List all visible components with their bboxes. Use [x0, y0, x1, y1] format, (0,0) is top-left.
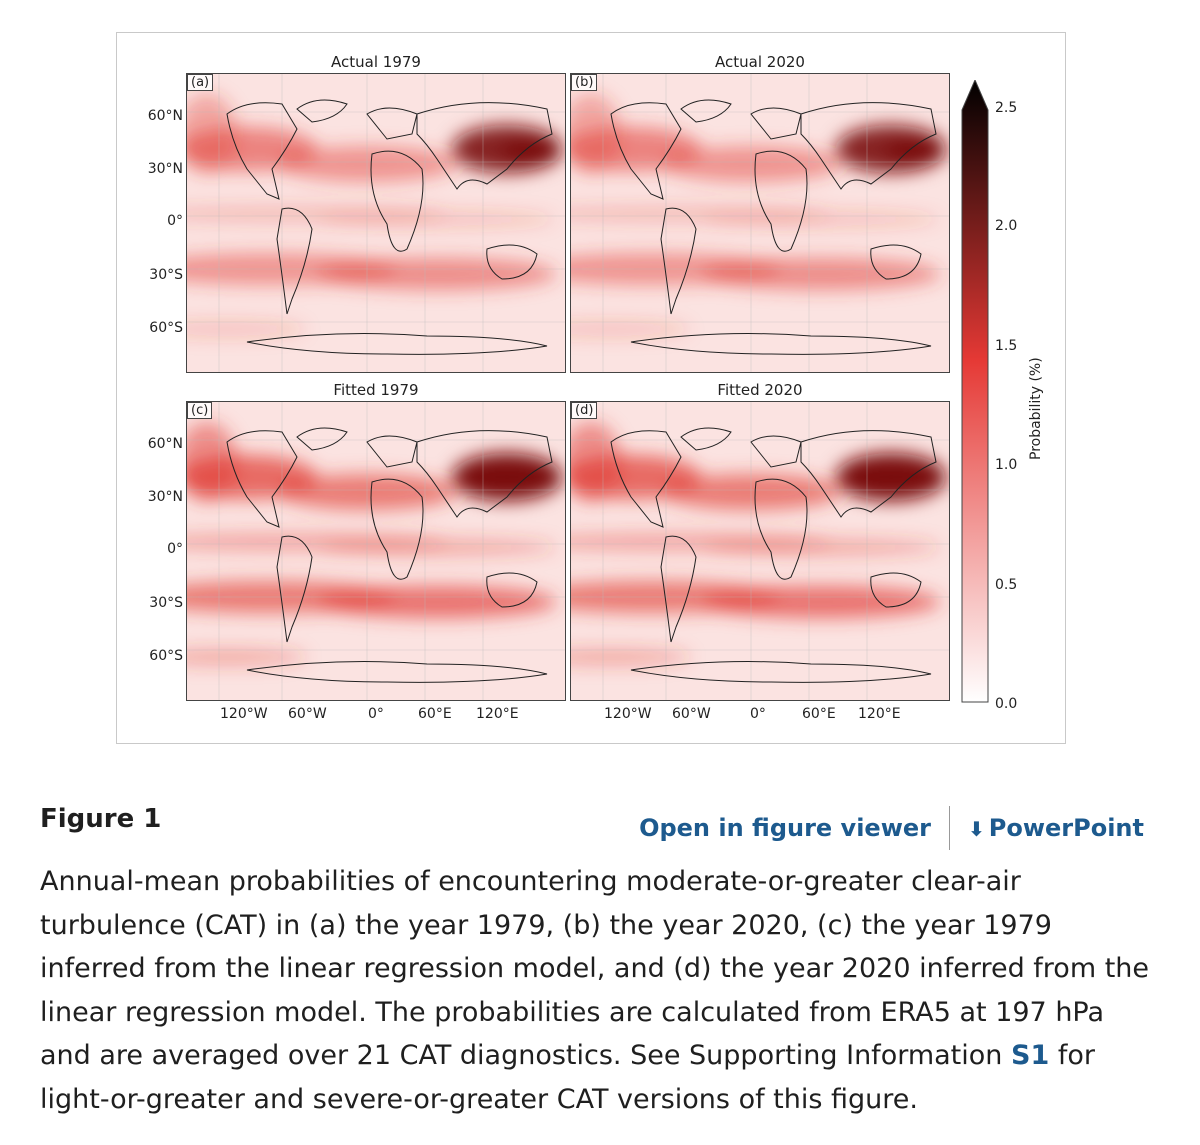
colorbar-tick-1-0: 1.0	[995, 457, 1018, 473]
panel-title-a: Actual 1979	[331, 53, 421, 71]
turbulence-field	[187, 422, 562, 665]
panel-title-b: Actual 2020	[715, 53, 805, 71]
map-panel-b	[570, 73, 950, 373]
lat-label-bottom-0: 0°	[167, 541, 183, 557]
powerpoint-link[interactable]: ⬇ PowerPoint	[968, 814, 1144, 842]
colorbar-title: Probability (%)	[1028, 357, 1044, 460]
panel-letter-a: (a)	[187, 74, 214, 91]
turbulence-field	[571, 422, 946, 665]
map-gridlines	[571, 74, 949, 372]
map-gridlines	[187, 402, 565, 700]
colorbar-tick-2-5: 2.5	[995, 100, 1018, 116]
continent-outlines	[610, 99, 937, 355]
lat-label-bottom-60n: 60°N	[147, 436, 183, 452]
figure-heading: Figure 1	[40, 804, 162, 834]
lat-label-bottom-30s: 30°S	[149, 595, 183, 611]
actions-divider	[949, 806, 950, 850]
lon-label-right-120e: 120°E	[858, 706, 901, 722]
lon-label-right-60e: 60°E	[802, 706, 836, 722]
caption-text-after: for light-or-greater and severe-or-great…	[40, 1040, 1095, 1115]
figure-actions: Open in figure viewer ⬇ PowerPoint	[639, 806, 1144, 850]
map-panel-c	[186, 401, 566, 701]
lon-label-right-0: 0°	[750, 706, 766, 722]
lon-label-right-60w: 60°W	[672, 706, 711, 722]
panel-letter-d: (d)	[571, 402, 598, 419]
supporting-info-link[interactable]: S1	[1011, 1040, 1050, 1071]
lon-label-left-120e: 120°E	[476, 706, 519, 722]
lon-label-left-60e: 60°E	[418, 706, 452, 722]
colorbar-tick-0-5: 0.5	[995, 577, 1018, 593]
colorbar-tick-2-0: 2.0	[995, 218, 1018, 234]
continent-outlines	[226, 427, 553, 683]
panel-letter-c: (c)	[187, 402, 213, 419]
lat-label-bottom-60s: 60°S	[149, 648, 183, 664]
lon-label-left-0: 0°	[368, 706, 384, 722]
panel-title-d: Fitted 2020	[717, 381, 803, 399]
colorbar-tick-1-5: 1.5	[995, 338, 1018, 354]
lat-label-top-60s: 60°S	[149, 320, 183, 336]
colorbar	[961, 80, 989, 703]
lon-label-left-120w: 120°W	[220, 706, 268, 722]
lon-label-right-120w: 120°W	[604, 706, 652, 722]
lat-label-top-30n: 30°N	[147, 161, 183, 177]
panel-title-c: Fitted 1979	[333, 381, 419, 399]
map-panel-d	[570, 401, 950, 701]
continent-outlines	[610, 427, 937, 683]
open-figure-viewer-link[interactable]: Open in figure viewer	[639, 814, 931, 842]
figure-caption: Annual-mean probabilities of encounterin…	[40, 860, 1150, 1121]
continent-outlines	[226, 99, 553, 355]
colorbar-tick-0-0: 0.0	[995, 696, 1018, 712]
powerpoint-label: PowerPoint	[988, 814, 1144, 842]
map-gridlines	[187, 74, 565, 372]
lat-label-bottom-30n: 30°N	[147, 489, 183, 505]
panel-letter-b: (b)	[571, 74, 598, 91]
lat-label-top-30s: 30°S	[149, 267, 183, 283]
lat-label-top-0: 0°	[167, 213, 183, 229]
map-panel-a	[186, 73, 566, 373]
lon-label-left-60w: 60°W	[288, 706, 327, 722]
map-gridlines	[571, 402, 949, 700]
lat-label-top-60n: 60°N	[147, 108, 183, 124]
caption-text-before: Annual-mean probabilities of encounterin…	[40, 866, 1150, 1071]
download-icon: ⬇	[968, 817, 985, 841]
